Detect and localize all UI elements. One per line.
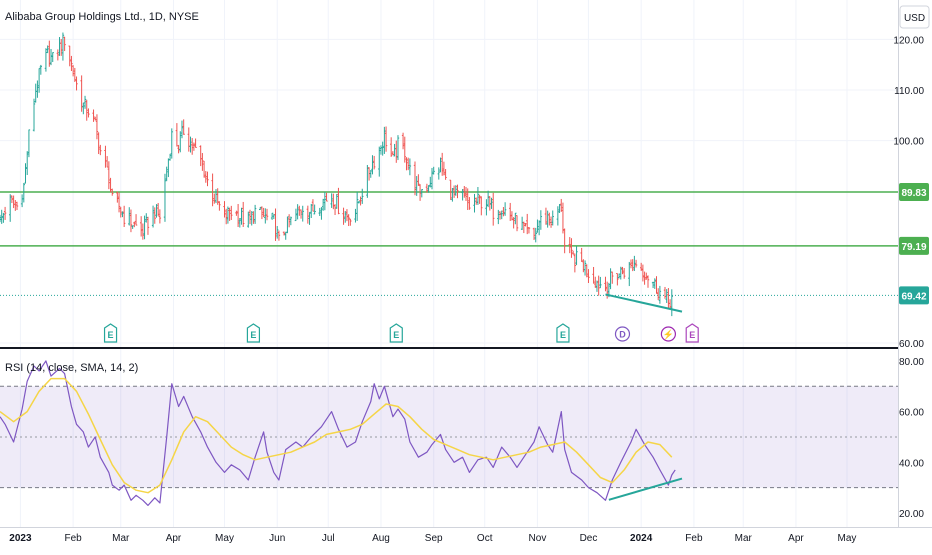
currency-button[interactable] — [899, 5, 930, 29]
time-tick-label: Jun — [269, 533, 285, 544]
event-marker-circle[interactable] — [614, 326, 631, 342]
rsi-trend-line[interactable] — [608, 477, 683, 501]
time-tick-label: Feb — [685, 533, 703, 544]
time-axis[interactable]: 2023 Feb Mar Apr May Jun Jul Aug Sep Oct Nov Dec 202… — [0, 527, 932, 545]
price-level-lines[interactable] — [0, 191, 898, 296]
price-gridlines — [0, 0, 898, 527]
time-tick-label: Dec — [580, 533, 598, 544]
rsi-axis-ticks: 80.00 60.00 40.00 20.00 — [899, 357, 924, 520]
rsi-pane[interactable]: RSI (14, close, SMA, 14, 2) — [0, 360, 898, 506]
price-axis-ticks: 120.00 110.00 100.00 60.00 — [893, 35, 924, 350]
time-axis-labels: 2023 Feb Mar Apr May Jun Jul Aug Sep Oct Nov Dec 202… — [9, 533, 856, 544]
rsi-divergence-line[interactable] — [608, 477, 683, 501]
event-marker-letter: E — [689, 330, 695, 340]
level-tag-89.83 — [899, 183, 929, 202]
price-pane[interactable]: E E E E D ⚡ E Alibaba Group Holdings Ltd., 1D,… — [0, 0, 898, 527]
price-tick-label: 120.00 — [893, 35, 924, 46]
time-tick-label: Mar — [735, 533, 753, 544]
event-marker-letter: ⚡ — [663, 329, 674, 341]
time-tick-label: Apr — [166, 533, 182, 544]
rsi-ma-line[interactable] — [0, 377, 673, 494]
rsi-tick-label: 40.00 — [899, 458, 924, 469]
event-marker-letter: E — [108, 330, 114, 340]
time-tick-label: 2024 — [630, 533, 653, 544]
event-markers[interactable]: E E E E D ⚡ E — [103, 323, 699, 343]
event-marker-circle[interactable] — [660, 326, 676, 342]
event-marker-letter: E — [250, 330, 256, 340]
event-marker-letter: E — [560, 330, 566, 340]
level-tag-79.19 — [899, 236, 929, 255]
price-tick-label: 60.00 — [899, 339, 924, 350]
rsi-band-background — [0, 386, 898, 488]
chart-title: Alibaba Group Holdings Ltd., 1D, NYSE — [5, 11, 199, 23]
time-tick-label: Oct — [477, 533, 493, 544]
time-tick-label: Apr — [788, 533, 804, 544]
level-tag-label: 79.19 — [901, 242, 926, 253]
rsi-series[interactable] — [0, 360, 676, 506]
time-tick-label: Nov — [529, 533, 547, 544]
time-tick-label: Mar — [112, 533, 130, 544]
price-trend-line[interactable] — [605, 293, 683, 313]
time-tick-label: May — [838, 533, 857, 544]
rsi-line[interactable] — [0, 360, 676, 506]
event-marker-letter: D — [619, 330, 626, 340]
level-tag-label: 89.83 — [901, 188, 926, 199]
event-marker-earnings[interactable] — [103, 323, 118, 343]
event-marker-letter: E — [393, 330, 399, 340]
event-marker-earnings[interactable] — [246, 323, 261, 343]
price-tick-label: 100.00 — [893, 137, 924, 148]
currency-label: USD — [904, 13, 925, 24]
time-tick-label: 2023 — [9, 533, 32, 544]
rsi-tick-label: 20.00 — [899, 509, 924, 520]
price-level-tags: 89.83 79.19 69.42 — [899, 183, 929, 305]
time-tick-label: Sep — [425, 533, 443, 544]
price-tick-label: 110.00 — [894, 86, 924, 97]
level-tag-69.42 — [899, 286, 929, 305]
price-divergence-line[interactable] — [605, 293, 683, 313]
time-tick-label: May — [215, 533, 234, 544]
event-marker-earnings[interactable] — [556, 323, 570, 343]
price-scale[interactable]: USD 120.00 110.00 100.00 60.00 89.83 79.19 69… — [893, 0, 930, 527]
time-tick-label: Jul — [322, 533, 335, 544]
time-tick-label: Aug — [372, 533, 390, 544]
level-tag-label: 69.42 — [901, 291, 926, 302]
rsi-tick-label: 80.00 — [899, 357, 924, 368]
event-marker-earnings[interactable] — [685, 323, 699, 343]
event-marker-earnings[interactable] — [389, 323, 403, 343]
rsi-title: RSI (14, close, SMA, 14, 2) — [5, 362, 138, 374]
candlestick-series[interactable] — [0, 32, 673, 317]
rsi-tick-label: 60.00 — [899, 408, 924, 419]
time-tick-label: Feb — [65, 533, 83, 544]
